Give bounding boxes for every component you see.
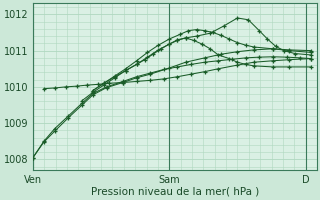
X-axis label: Pression niveau de la mer( hPa ): Pression niveau de la mer( hPa ) xyxy=(91,187,259,197)
